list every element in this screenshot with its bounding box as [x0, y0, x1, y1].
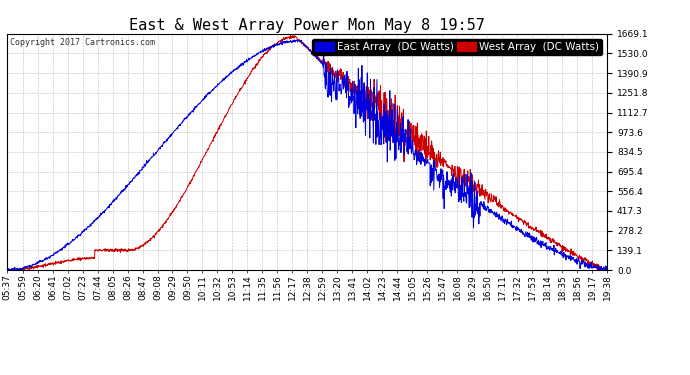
- Legend: East Array  (DC Watts), West Array  (DC Watts): East Array (DC Watts), West Array (DC Wa…: [312, 39, 602, 56]
- Title: East & West Array Power Mon May 8 19:57: East & West Array Power Mon May 8 19:57: [129, 18, 485, 33]
- Text: Copyright 2017 Cartronics.com: Copyright 2017 Cartronics.com: [10, 39, 155, 48]
